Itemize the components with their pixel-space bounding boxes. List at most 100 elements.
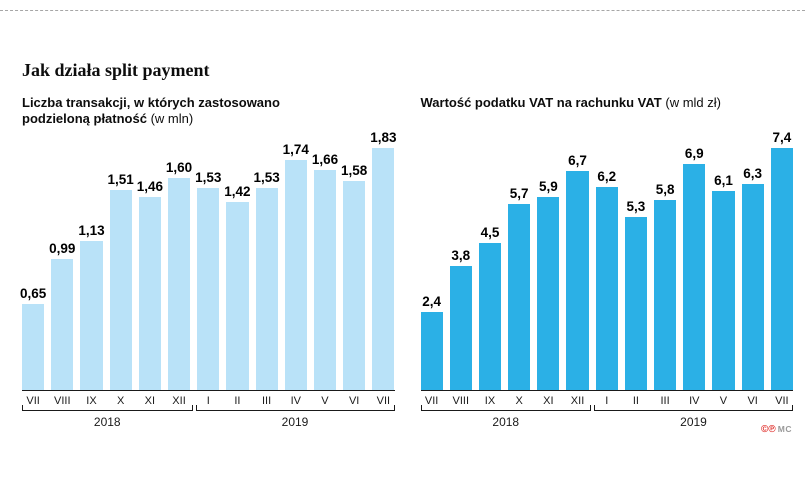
bar-value-label: 6,7 <box>568 152 587 168</box>
bar-value-label: 6,2 <box>597 168 617 184</box>
bar-value-label: 1,66 <box>311 151 339 167</box>
bar <box>80 241 103 390</box>
bar-column: 7,4 <box>770 129 793 390</box>
bar-column: 6,3 <box>741 165 764 390</box>
credits: ©℗ MC <box>761 419 792 437</box>
year-group-label: 2018 <box>420 405 592 429</box>
month-label: XII <box>172 395 186 407</box>
bar-value-label: 5,7 <box>509 185 529 201</box>
bar-value-label: 1,58 <box>341 162 368 178</box>
bar-value-label: 6,1 <box>714 172 733 188</box>
bar-column: 1,74 <box>283 142 309 390</box>
month-label: VI <box>348 395 360 407</box>
charts-row: Liczba transakcji, w których zastosowano… <box>19 95 794 429</box>
month-label: IX <box>484 395 496 407</box>
bar <box>654 200 677 390</box>
bar-column: 5,7 <box>508 185 531 390</box>
chart-title-bold: Liczba transakcji, w których zastosowano… <box>22 95 280 127</box>
bar-column: 1,46 <box>137 179 163 390</box>
bar <box>284 160 307 390</box>
bar-value-label: 7,4 <box>772 129 792 145</box>
month-label: III <box>262 395 272 407</box>
month-label: II <box>632 395 639 407</box>
bar <box>197 188 220 390</box>
bar <box>109 190 132 390</box>
bar-value-label: 1,51 <box>107 171 134 187</box>
month-label: X <box>116 395 125 407</box>
bar-value-label: 5,3 <box>626 198 646 214</box>
month-labels-row: VII VIII IX X XI XII I II III IV V VI VII <box>421 391 794 410</box>
month-label: X <box>515 395 523 407</box>
bar-column: 1,66 <box>311 151 339 390</box>
bar <box>566 171 589 390</box>
bar <box>255 188 278 390</box>
month-label: VIII <box>54 395 71 407</box>
month-label: VII <box>26 395 40 407</box>
month-label: V <box>719 395 728 407</box>
bar <box>683 164 706 390</box>
year-group-label: 2019 <box>195 405 395 429</box>
chart-title: Liczba transakcji, w których zastosowano… <box>22 95 332 130</box>
month-label: VI <box>747 395 758 407</box>
bar-value-label: 0,65 <box>19 285 47 301</box>
bar-value-label: 1,53 <box>253 169 280 185</box>
month-label: V <box>321 395 329 407</box>
bar-column: 4,5 <box>478 225 502 390</box>
bar <box>508 204 531 390</box>
chart-title-note: (w mln) <box>150 111 194 127</box>
year-groups-row: 2018 2019 <box>22 405 395 429</box>
source-label: MC <box>777 424 792 434</box>
bar <box>537 197 560 390</box>
bar-value-label: 0,99 <box>49 240 76 256</box>
bar-column: 1,53 <box>195 169 222 390</box>
chart-vat-value: Wartość podatku VAT na rachunku VAT (w m… <box>420 95 794 429</box>
month-label: XI <box>144 395 156 407</box>
copyright-icons: ©℗ <box>761 424 776 435</box>
bar-column: 2,4 <box>420 293 443 390</box>
month-label: VIII <box>452 395 470 407</box>
bar <box>372 148 395 390</box>
month-label: IV <box>689 395 700 407</box>
bar-value-label: 1,53 <box>195 169 222 185</box>
bar-column: 1,51 <box>107 171 134 390</box>
month-label: I <box>206 395 210 407</box>
month-label: IX <box>86 395 97 407</box>
bar-value-label: 1,83 <box>370 129 397 145</box>
bar-column: 1,83 <box>370 129 397 390</box>
bar <box>624 217 647 390</box>
bar-column: 1,53 <box>253 169 280 390</box>
bar-column: 6,1 <box>712 172 735 390</box>
year-group-label: 2018 <box>22 405 193 429</box>
bar <box>741 184 764 390</box>
month-label: VII <box>376 395 391 407</box>
bar-column: 0,65 <box>19 285 47 390</box>
x-axis-baseline <box>22 390 395 391</box>
chart-title: Wartość podatku VAT na rachunku VAT (w m… <box>421 95 731 130</box>
bar-value-label: 1,60 <box>165 159 193 175</box>
bar-value-label: 1,13 <box>78 222 105 238</box>
page-title: Jak działa split payment <box>22 60 210 80</box>
bar-column: 1,60 <box>165 159 193 390</box>
bar <box>343 181 366 390</box>
year-groups-row: 2018 2019 <box>420 405 793 429</box>
bar-column: 6,7 <box>566 152 589 390</box>
bar-column: 5,3 <box>624 198 647 390</box>
bar <box>226 202 249 390</box>
x-axis-baseline <box>420 390 793 391</box>
chart-title-bold: Wartość podatku VAT na rachunku VAT <box>420 95 666 110</box>
bar-value-label: 3,8 <box>451 247 471 263</box>
month-labels-row: VII VIII IX X XI XII I II III IV V VI VII <box>22 391 395 410</box>
bar <box>420 312 443 390</box>
bar <box>167 178 191 390</box>
bar-column: 1,42 <box>224 184 251 390</box>
chart-title-note: (w mld zł) <box>665 95 721 110</box>
bar-column: 1,58 <box>341 162 368 390</box>
month-label: III <box>660 395 670 407</box>
bar-value-label: 5,8 <box>655 181 675 197</box>
month-label: II <box>234 395 241 407</box>
month-label: XII <box>570 395 585 407</box>
bar <box>595 187 618 390</box>
bar-value-label: 2,4 <box>422 293 441 309</box>
bar <box>478 243 502 390</box>
bar-value-label: 6,3 <box>743 165 763 181</box>
